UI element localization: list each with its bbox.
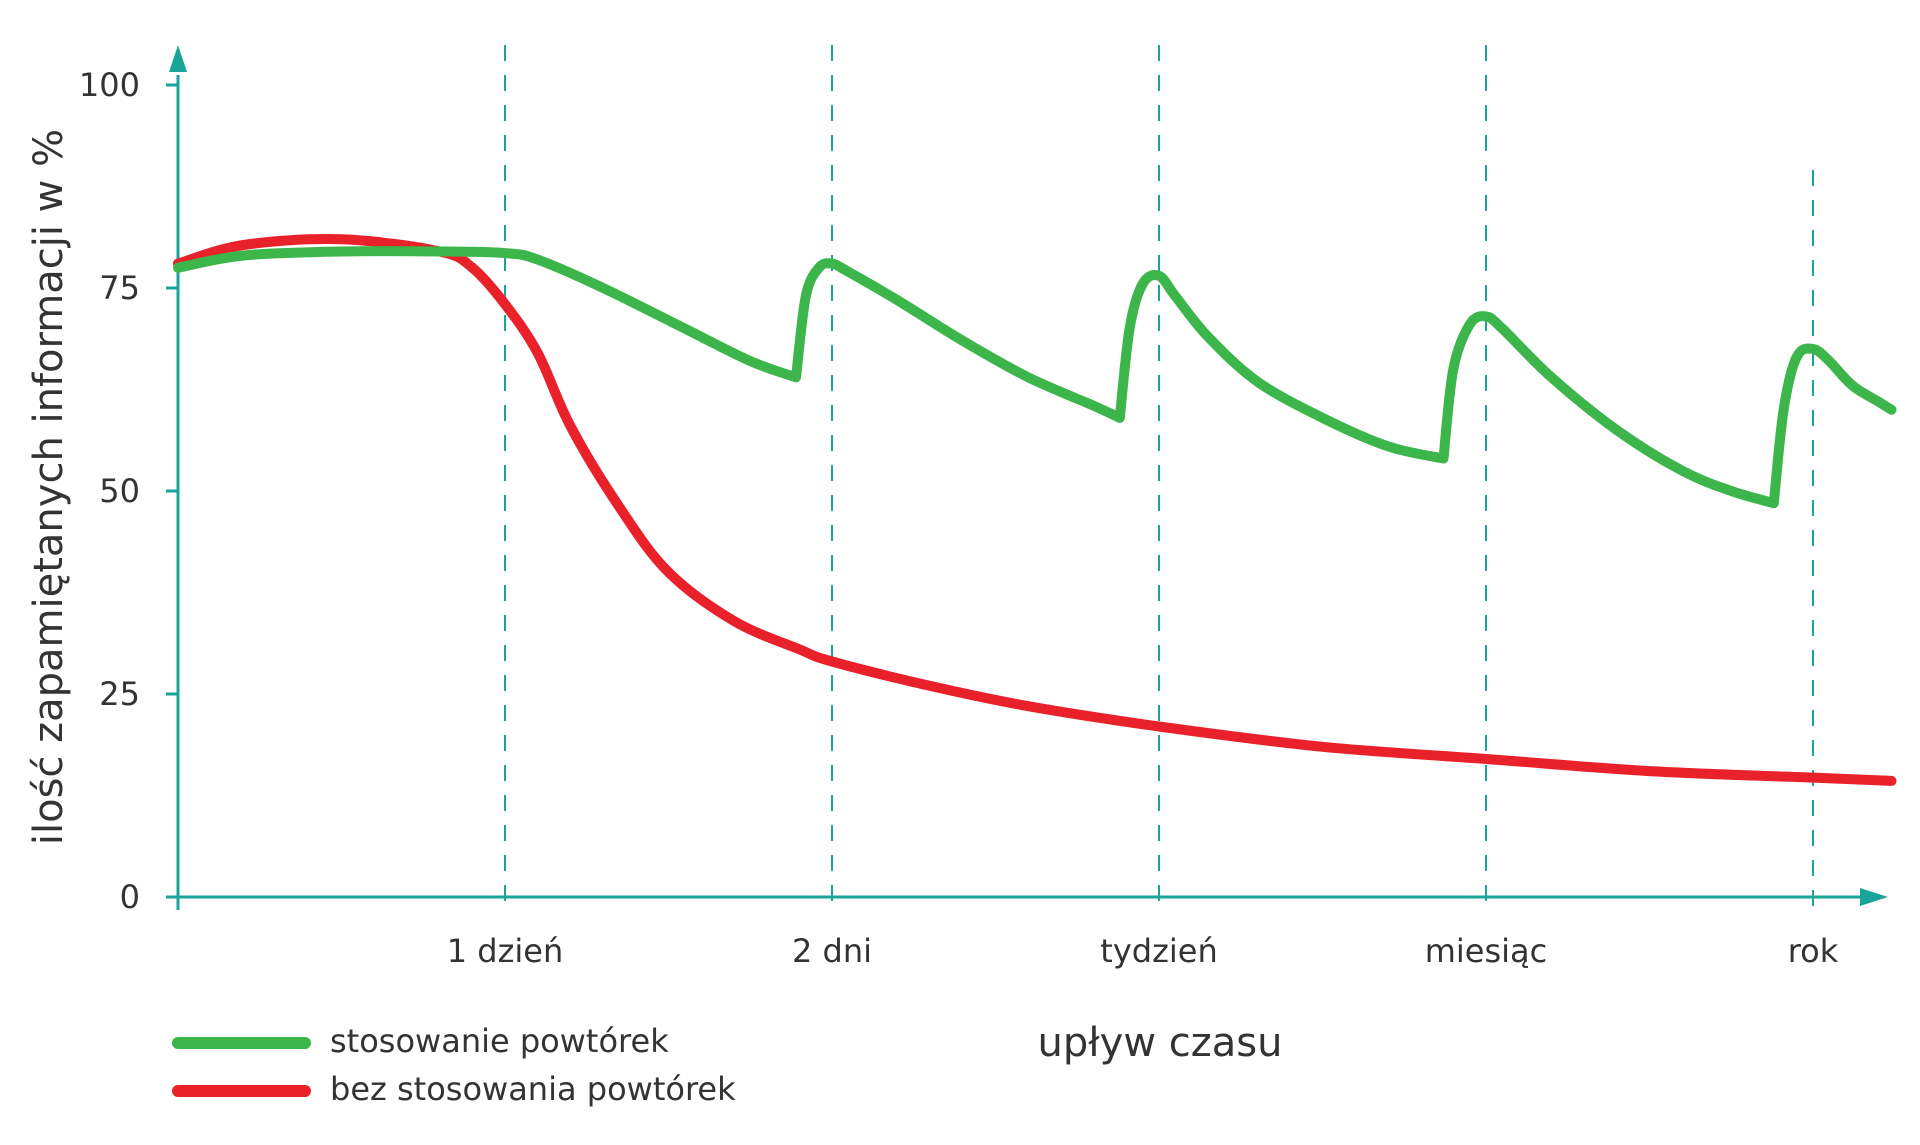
grid-lines bbox=[504, 45, 1814, 910]
x-tick-label: tydzień bbox=[1100, 932, 1217, 970]
x-tick-label: 2 dni bbox=[792, 932, 872, 970]
x-axis-arrow bbox=[1860, 888, 1888, 906]
y-tick-label: 100 bbox=[79, 66, 140, 104]
legend-label-with-repetition: stosowanie powtórek bbox=[330, 1022, 669, 1060]
y-tick-label: 75 bbox=[99, 269, 140, 307]
series-lines bbox=[173, 234, 1897, 786]
legend: stosowanie powtórek bez stosowania powtó… bbox=[172, 1022, 736, 1108]
x-ticks: 1 dzień 2 dni tydzień miesiąc rok bbox=[447, 932, 1839, 970]
y-tick-label: 25 bbox=[99, 675, 140, 713]
x-tick-label: 1 dzień bbox=[447, 932, 564, 970]
y-ticks: 0 25 50 75 100 bbox=[79, 66, 179, 916]
x-tick-label: miesiąc bbox=[1425, 932, 1548, 970]
x-tick-label: rok bbox=[1788, 932, 1839, 970]
y-axis-arrow bbox=[169, 45, 187, 72]
legend-label-without-repetition: bez stosowania powtórek bbox=[330, 1070, 736, 1108]
y-tick-label: 0 bbox=[120, 878, 140, 916]
x-axis-title: upływ czasu bbox=[1038, 1020, 1283, 1066]
series-line-with-repetition bbox=[173, 246, 1897, 509]
y-tick-label: 50 bbox=[99, 472, 140, 510]
series-line-without-repetition bbox=[173, 234, 1897, 786]
y-axis-title: ilość zapamiętanych informacji w % bbox=[26, 129, 72, 845]
axes bbox=[169, 45, 1888, 910]
